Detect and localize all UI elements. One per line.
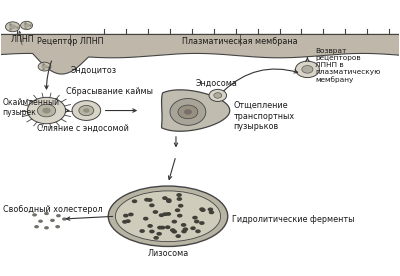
Circle shape [147,224,153,228]
Text: Окаймленный
пузырек: Окаймленный пузырек [3,98,60,118]
Circle shape [178,204,184,208]
Text: Эндосома: Эндосома [196,79,238,87]
Circle shape [162,212,168,216]
Circle shape [176,234,181,238]
Circle shape [149,230,155,233]
Circle shape [128,213,134,216]
Circle shape [144,198,150,202]
Circle shape [209,210,214,214]
Circle shape [172,230,177,233]
Circle shape [147,198,153,202]
Circle shape [195,229,201,233]
Circle shape [153,236,159,240]
Text: Рецептор ЛПНП: Рецептор ЛПНП [37,37,104,46]
Circle shape [79,105,94,116]
Text: Плазматическая мембрана: Плазматическая мембрана [182,37,298,46]
Circle shape [192,216,198,220]
Circle shape [24,23,30,28]
Circle shape [184,109,192,115]
Circle shape [214,93,222,98]
Circle shape [176,193,182,197]
Circle shape [123,214,129,217]
Ellipse shape [170,99,206,125]
Circle shape [153,210,158,214]
Circle shape [9,24,16,29]
Circle shape [6,22,20,32]
Circle shape [199,221,205,225]
Circle shape [209,89,226,102]
Text: Гидролитические ферменты: Гидролитические ферменты [232,214,354,224]
Circle shape [38,62,51,71]
Circle shape [72,101,101,120]
Circle shape [44,226,49,229]
Text: Отщепление
транспортных
пузырьков: Отщепление транспортных пузырьков [234,101,295,131]
Circle shape [166,212,171,216]
Circle shape [302,65,313,73]
Text: Свободный холестерол: Свободный холестерол [3,205,102,214]
Circle shape [132,199,137,203]
Text: Возврат
рецепторов
ЛПНП в
плазматическую
мембрану: Возврат рецепторов ЛПНП в плазматическую… [315,48,381,83]
Circle shape [194,220,200,224]
Text: Сбрасывание каймы: Сбрасывание каймы [66,87,154,96]
Circle shape [38,220,43,223]
Circle shape [178,105,198,119]
Circle shape [122,220,128,224]
Circle shape [166,198,172,202]
Ellipse shape [108,186,228,246]
Circle shape [37,104,56,117]
Circle shape [177,214,182,217]
Circle shape [181,223,186,227]
Circle shape [190,226,196,230]
Circle shape [139,229,145,233]
Circle shape [296,61,319,78]
Circle shape [34,225,39,228]
Circle shape [125,219,131,223]
Circle shape [149,203,155,207]
Circle shape [159,213,164,217]
Circle shape [21,21,32,30]
Circle shape [166,199,172,203]
Circle shape [44,212,49,215]
Circle shape [157,226,163,230]
Ellipse shape [116,191,220,242]
Circle shape [41,64,48,69]
Circle shape [56,214,61,217]
Circle shape [170,228,176,232]
Circle shape [32,213,37,217]
Circle shape [200,208,206,212]
Circle shape [83,108,90,113]
Text: Слияние с эндосомой: Слияние с эндосомой [36,124,128,133]
Circle shape [162,196,168,200]
Circle shape [55,225,60,228]
Circle shape [183,227,188,231]
Circle shape [42,108,51,113]
Circle shape [143,217,148,221]
Circle shape [172,220,177,224]
Circle shape [208,208,213,211]
PathPatch shape [162,90,230,131]
Circle shape [176,197,182,201]
Text: Лизосома: Лизосома [147,249,189,258]
Circle shape [160,226,165,230]
Circle shape [156,232,162,236]
Polygon shape [1,34,399,74]
Text: ЛПНП: ЛПНП [11,35,34,44]
Circle shape [62,217,67,221]
Circle shape [181,230,187,233]
Circle shape [27,97,66,124]
Circle shape [50,219,55,222]
Circle shape [175,208,180,212]
Circle shape [199,207,205,211]
Text: Эндоцитоз: Эндоцитоз [70,66,116,75]
Circle shape [165,225,170,229]
